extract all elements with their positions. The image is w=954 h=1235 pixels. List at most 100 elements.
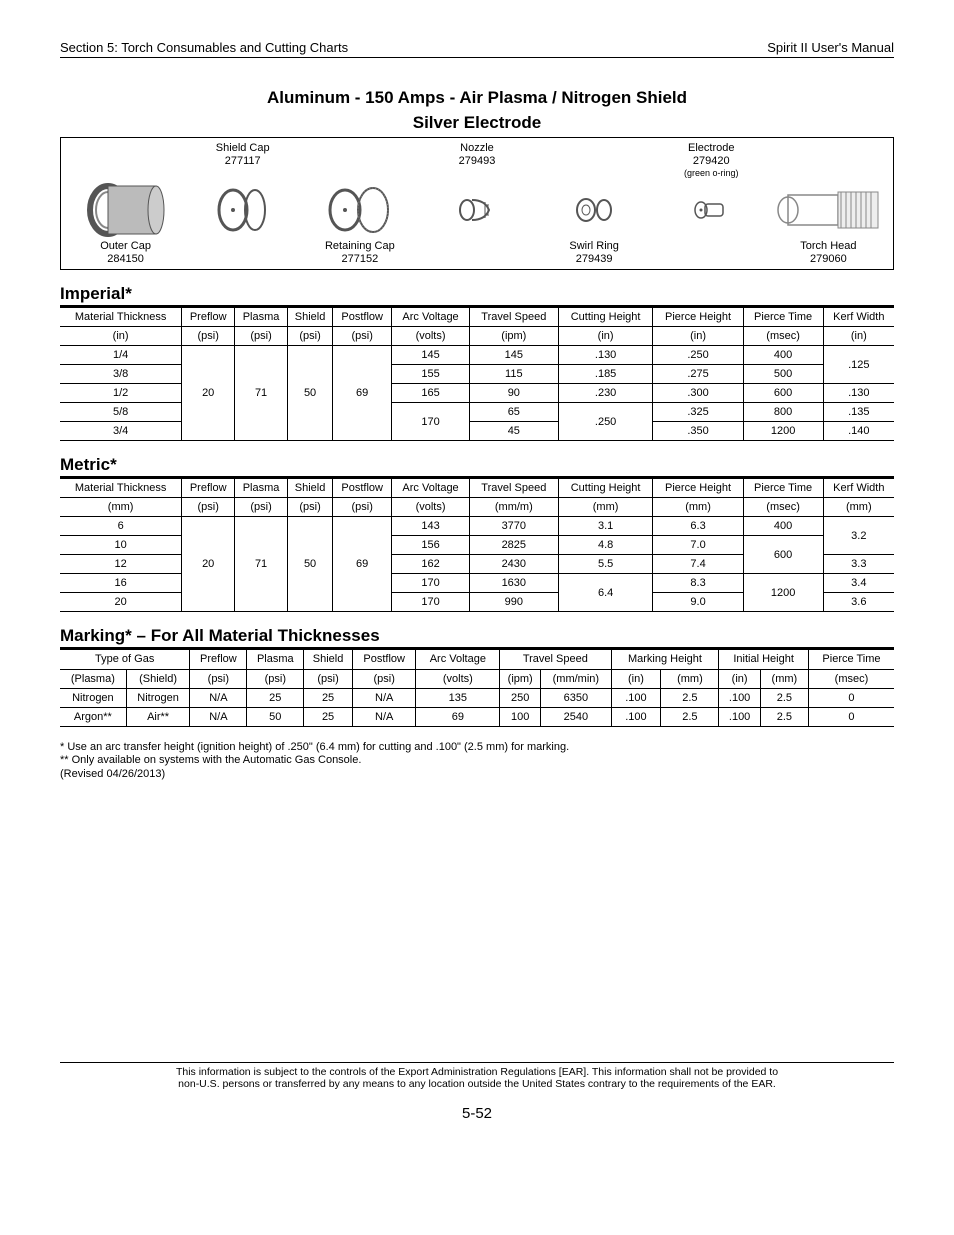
- cell: 1200: [743, 422, 823, 441]
- cell: 20: [60, 593, 182, 612]
- unit-cell: (in): [611, 669, 661, 688]
- unit-cell: (psi): [235, 498, 288, 517]
- retaining-cap-icon: [301, 180, 418, 240]
- cell: 400: [743, 346, 823, 365]
- cell: 0: [808, 688, 894, 707]
- part-torch-head: Torch Head279060: [770, 142, 887, 265]
- col-header: Plasma: [247, 650, 304, 669]
- cell: 170: [392, 574, 470, 593]
- table-header-row: Material Thickness Preflow Plasma Shield…: [60, 308, 894, 327]
- cell: .130: [558, 346, 653, 365]
- cell: 3.4: [823, 574, 894, 593]
- part-label: Retaining Cap: [325, 240, 395, 252]
- cell: 50: [247, 707, 304, 726]
- cell: 45: [469, 422, 558, 441]
- nozzle-icon: [418, 180, 535, 240]
- col-header: Plasma: [235, 308, 288, 327]
- cell: .275: [653, 365, 743, 384]
- units-row: (mm) (psi) (psi) (psi) (psi) (volts) (mm…: [60, 498, 894, 517]
- unit-cell: (psi): [288, 327, 333, 346]
- page-footer: This information is subject to the contr…: [60, 1062, 894, 1122]
- unit-cell: (mm): [823, 498, 894, 517]
- cell: 3/8: [60, 365, 182, 384]
- cell: 600: [743, 536, 823, 574]
- imperial-heading: Imperial*: [60, 284, 894, 307]
- cell: 400: [743, 517, 823, 536]
- unit-cell: (mm/min): [541, 669, 611, 688]
- cell: 6.3: [653, 517, 743, 536]
- metric-heading: Metric*: [60, 455, 894, 478]
- chart-title: Aluminum - 150 Amps - Air Plasma / Nitro…: [60, 88, 894, 108]
- cell: 2.5: [760, 688, 808, 707]
- col-header: Material Thickness: [60, 479, 182, 498]
- table-header-row: Type of Gas Preflow Plasma Shield Postfl…: [60, 650, 894, 669]
- unit-cell: (in): [653, 327, 743, 346]
- unit-cell: (volts): [392, 327, 470, 346]
- cell: 3.1: [558, 517, 653, 536]
- cell: 2.5: [661, 688, 719, 707]
- unit-cell: (psi): [182, 327, 235, 346]
- unit-cell: (mm/m): [469, 498, 558, 517]
- cell: .100: [719, 707, 760, 726]
- unit-cell: (in): [719, 669, 760, 688]
- marking-heading: Marking* – For All Material Thicknesses: [60, 626, 894, 649]
- unit-cell: (volts): [416, 669, 500, 688]
- part-num: 277117: [225, 155, 261, 167]
- cell: 4.8: [558, 536, 653, 555]
- part-retaining-cap: Retaining Cap277152: [301, 142, 418, 265]
- cell: 170: [392, 403, 470, 441]
- cell: 0: [808, 707, 894, 726]
- cell: 71: [235, 346, 288, 441]
- part-electrode: Electrode279420(green o-ring): [653, 142, 770, 265]
- col-header: Postflow: [333, 479, 392, 498]
- cell: 3770: [469, 517, 558, 536]
- cell: 600: [743, 384, 823, 403]
- col-header: Postflow: [333, 308, 392, 327]
- col-header: Preflow: [182, 479, 235, 498]
- cell: N/A: [190, 707, 247, 726]
- part-num: 279420: [693, 155, 730, 167]
- cell: N/A: [352, 707, 416, 726]
- col-header: Marking Height: [611, 650, 719, 669]
- cell: 8.3: [653, 574, 743, 593]
- cell: .125: [823, 346, 894, 384]
- part-label: Swirl Ring: [569, 240, 619, 252]
- col-header: Arc Voltage: [416, 650, 500, 669]
- cell: 155: [392, 365, 470, 384]
- table-header-row: Material Thickness Preflow Plasma Shield…: [60, 479, 894, 498]
- unit-cell: (psi): [304, 669, 353, 688]
- cell: 143: [392, 517, 470, 536]
- table-row: Argon** Air** N/A 50 25 N/A 69 100 2540 …: [60, 707, 894, 726]
- cell: 100: [500, 707, 541, 726]
- footnotes: * Use an arc transfer height (ignition h…: [60, 741, 894, 782]
- cell: 50: [288, 517, 333, 612]
- cell: 50: [288, 346, 333, 441]
- unit-cell: (volts): [392, 498, 470, 517]
- col-header: Pierce Height: [653, 308, 743, 327]
- col-header: Pierce Height: [653, 479, 743, 498]
- unit-cell: (msec): [743, 498, 823, 517]
- cell: .100: [719, 688, 760, 707]
- cell: 1630: [469, 574, 558, 593]
- col-header: Postflow: [352, 650, 416, 669]
- torch-head-icon: [770, 180, 887, 240]
- table-row: 6 20 71 50 69 143 3770 3.1 6.3 400 3.2: [60, 517, 894, 536]
- cell: 7.0: [653, 536, 743, 555]
- cell: 6.4: [558, 574, 653, 612]
- imperial-table: Material Thickness Preflow Plasma Shield…: [60, 307, 894, 441]
- part-shield-cap: Shield Cap277117: [184, 142, 301, 265]
- col-header: Shield: [288, 308, 333, 327]
- units-row: (Plasma) (Shield) (psi) (psi) (psi) (psi…: [60, 669, 894, 688]
- part-label: Shield Cap: [216, 142, 270, 154]
- cell: 10: [60, 536, 182, 555]
- cell: 170: [392, 593, 470, 612]
- col-header: Plasma: [235, 479, 288, 498]
- page-number: 5-52: [60, 1105, 894, 1122]
- cell: 65: [469, 403, 558, 422]
- unit-cell: (psi): [190, 669, 247, 688]
- unit-cell: (psi): [288, 498, 333, 517]
- cell: 990: [469, 593, 558, 612]
- cell: 156: [392, 536, 470, 555]
- cell: Nitrogen: [60, 688, 126, 707]
- unit-cell: (mm): [558, 498, 653, 517]
